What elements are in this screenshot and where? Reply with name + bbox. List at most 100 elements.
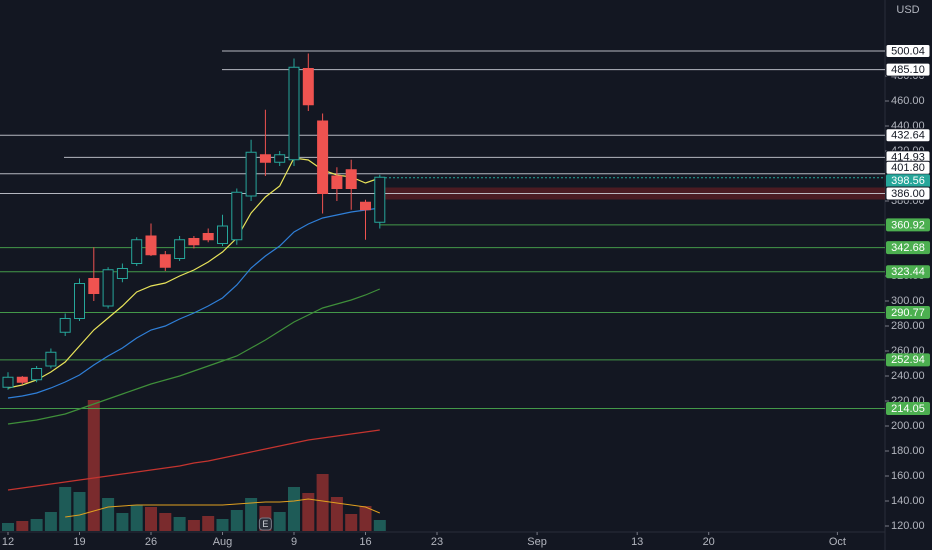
volume-bar [87, 400, 100, 531]
candle-body [145, 235, 157, 256]
volume-bar [145, 507, 157, 531]
level-badge [886, 353, 930, 367]
volume-bar [187, 520, 200, 531]
y-tick-label: 200.00 [891, 420, 925, 432]
y-tick-label: 160.00 [891, 470, 925, 482]
candle-body [302, 68, 314, 106]
volume-bar [316, 474, 329, 531]
level-label: 360.92 [891, 219, 925, 231]
level-label: 401.80 [891, 162, 925, 174]
candle-body [74, 283, 85, 319]
level-badge [885, 128, 931, 143]
x-tick-label: 9 [291, 536, 297, 548]
candle-body [16, 376, 28, 383]
volume-bar [345, 514, 358, 531]
y-tick-label: 240.00 [891, 370, 925, 382]
volume-bar [288, 487, 300, 531]
level-label: 432.64 [891, 130, 925, 142]
x-tick-label: 26 [145, 536, 157, 548]
currency-label: USD [896, 4, 919, 16]
candle-body [217, 225, 228, 244]
level-badge [886, 306, 930, 320]
volume-bar [102, 498, 115, 531]
level-badge [885, 186, 931, 201]
candle-body [259, 154, 271, 163]
y-tick-label: 180.00 [891, 445, 925, 457]
x-tick-label: 16 [359, 536, 371, 548]
y-tick-label: 140.00 [891, 495, 925, 507]
moving-average [7, 429, 380, 491]
volume-bar [330, 497, 343, 531]
candle-body [202, 233, 214, 241]
level-label: 398.56 [891, 175, 925, 187]
candle-body [2, 376, 14, 388]
level-badge [886, 218, 930, 232]
level-label: 386.00 [891, 188, 925, 200]
candle-body [231, 191, 243, 241]
level-badge [886, 401, 930, 415]
volume-bar [116, 513, 129, 531]
level-label: 485.10 [891, 64, 925, 76]
candle-body [102, 269, 114, 307]
volume-ma [65, 498, 380, 518]
level-label: 290.77 [891, 307, 925, 319]
x-tick-label: 19 [73, 536, 85, 548]
candle-body [374, 176, 386, 223]
volume-bar [359, 506, 372, 531]
candle-body [59, 318, 71, 333]
volume-bar [130, 505, 143, 531]
candle-body [159, 254, 171, 268]
y-tick-label: 120.00 [891, 520, 925, 532]
level-badge [886, 265, 930, 279]
candle-body [31, 368, 43, 381]
level-label: 214.05 [891, 403, 925, 415]
candle-body [174, 239, 186, 259]
candle-body [288, 66, 300, 161]
level-badge [885, 160, 931, 175]
x-tick-label: 12 [2, 536, 14, 548]
candle-body [116, 268, 128, 279]
level-label: 342.68 [891, 242, 925, 254]
level-badge [886, 174, 930, 188]
volume-bar [59, 487, 72, 531]
volume-bar [302, 493, 315, 531]
candle-body [331, 175, 343, 189]
x-tick-label: 23 [431, 536, 443, 548]
volume-bar [16, 521, 29, 531]
y-tick-label: 300.00 [891, 295, 925, 307]
volume-bar [30, 519, 43, 531]
candle-body [345, 169, 357, 189]
candle-body [317, 120, 329, 194]
y-tick-label: 280.00 [891, 320, 925, 332]
level-label: 323.44 [891, 266, 925, 278]
x-tick-label: 13 [631, 536, 643, 548]
volume-bar [44, 512, 57, 531]
x-tick-label: 20 [703, 536, 715, 548]
candle-body [131, 239, 143, 264]
y-tick-label: 460.00 [891, 95, 925, 107]
level-label: 252.94 [891, 354, 925, 366]
volume-bar [202, 516, 215, 531]
level-label: 500.04 [891, 45, 925, 57]
volume-bar [216, 519, 229, 531]
volume-bar [245, 498, 258, 531]
earnings-badge [258, 517, 272, 531]
level-badge [886, 241, 930, 255]
candle-body [45, 351, 57, 367]
volume-bar [173, 517, 186, 531]
volume-bar [159, 513, 172, 531]
x-tick-label: Oct [829, 536, 846, 548]
earnings-label: E [262, 519, 268, 529]
candle-body [88, 278, 100, 294]
x-tick-label: Sep [527, 536, 547, 548]
candle-body [188, 238, 200, 246]
volume-bar [230, 510, 243, 531]
x-tick-label: Aug [213, 536, 233, 548]
volume-bar [73, 492, 86, 531]
moving-average [7, 207, 380, 399]
level-label: 414.93 [891, 152, 925, 164]
candle-body [245, 151, 257, 197]
level-badge [885, 43, 931, 58]
